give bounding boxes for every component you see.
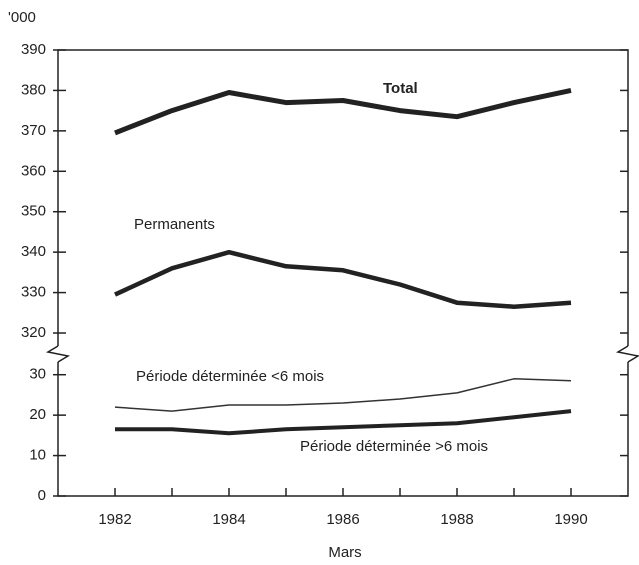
y-tick-label: 320 bbox=[21, 324, 46, 341]
y-tick-label: 360 bbox=[21, 162, 46, 179]
series-line bbox=[114, 87, 572, 136]
series-line bbox=[114, 378, 572, 412]
y-tick-label: 10 bbox=[29, 447, 46, 464]
x-tick-label: 1986 bbox=[326, 511, 359, 528]
y-axis-label: '000 bbox=[8, 9, 36, 26]
y-tick-label: 330 bbox=[21, 284, 46, 301]
x-tick-label: 1988 bbox=[440, 511, 473, 528]
frame-top bbox=[57, 49, 629, 346]
series-line bbox=[114, 249, 572, 309]
y-tick-label: 30 bbox=[29, 366, 46, 383]
series-label: Total bbox=[383, 80, 418, 97]
y-tick-label: 390 bbox=[21, 41, 46, 58]
x-tick-label: 1990 bbox=[554, 511, 587, 528]
series-line bbox=[115, 409, 572, 436]
y-tick-label: 350 bbox=[21, 203, 46, 220]
y-tick-label: 20 bbox=[29, 406, 46, 423]
y-tick-label: 0 bbox=[38, 487, 46, 504]
y-tick-label: 340 bbox=[21, 243, 46, 260]
series-label: Période déterminée <6 mois bbox=[136, 368, 324, 385]
y-tick-label: 370 bbox=[21, 122, 46, 139]
x-tick-label: 1984 bbox=[212, 511, 245, 528]
series-label: Période déterminée >6 mois bbox=[300, 438, 488, 455]
x-tick-label: 1982 bbox=[98, 511, 131, 528]
y-tick-label: 380 bbox=[21, 81, 46, 98]
x-axis-label: Mars bbox=[328, 544, 361, 561]
axis-break-right bbox=[615, 345, 639, 363]
axis-break-left bbox=[45, 345, 71, 363]
series-label: Permanents bbox=[134, 216, 215, 233]
